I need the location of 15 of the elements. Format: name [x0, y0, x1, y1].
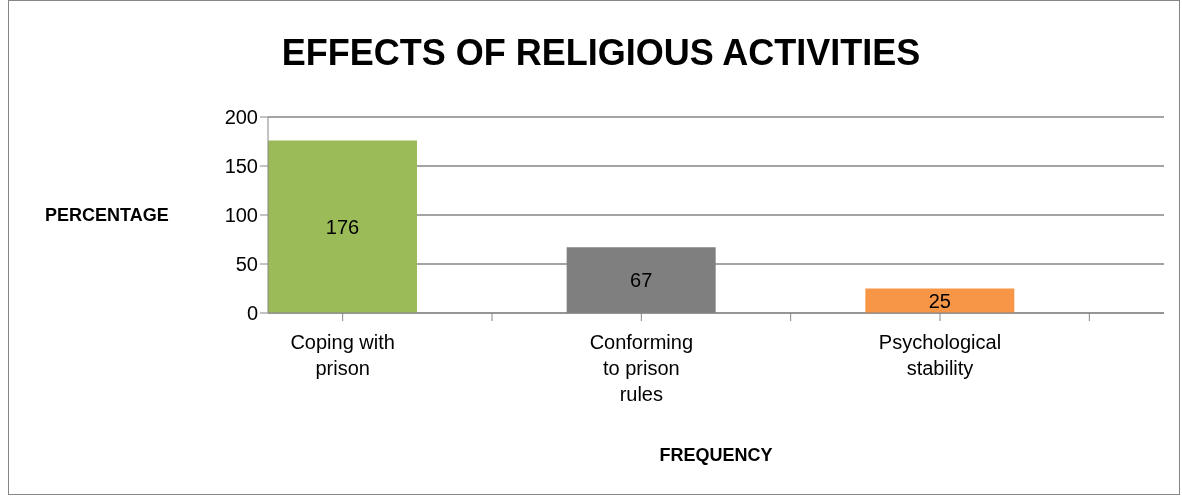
y-tick-label: 100 [224, 204, 258, 227]
chart-title: EFFECTS OF RELIGIOUS ACTIVITIES [280, 32, 922, 74]
y-tick-label: 50 [235, 253, 258, 276]
y-tick-label: 0 [246, 302, 258, 325]
data-label: 25 [928, 289, 951, 312]
x-axis-title: FREQUENCY [659, 445, 773, 465]
x-tick-label: Psychological stability [878, 331, 1002, 379]
x-tick-label: Coping with prison [290, 331, 395, 379]
y-tick-label: 150 [224, 155, 258, 178]
data-label: 67 [630, 269, 653, 292]
x-tick-label: Conforming to prison rules [589, 331, 694, 405]
y-tick-label: 200 [224, 106, 258, 129]
data-label: 176 [325, 215, 360, 238]
bar [268, 140, 417, 313]
y-axis-title: PERCENTAGE [45, 205, 169, 226]
